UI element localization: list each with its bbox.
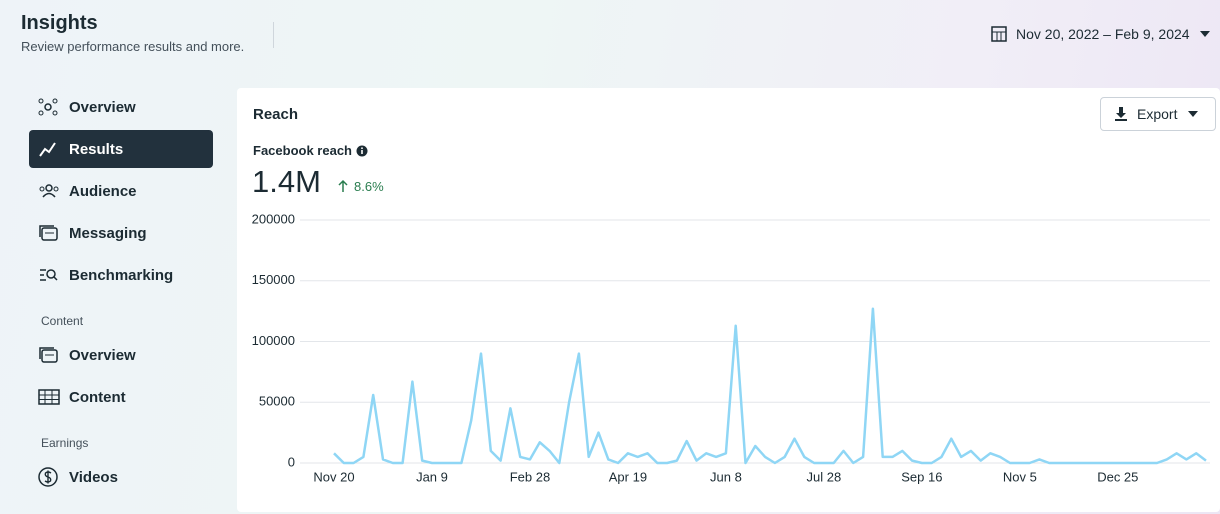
date-picker[interactable]: Nov 20, 2022 – Feb 9, 2024: [990, 24, 1216, 44]
nav-item[interactable]: Benchmarking: [29, 256, 213, 294]
metric-label: Facebook reach: [253, 143, 352, 158]
caret: [1199, 31, 1210, 37]
nav-label: Audience: [69, 182, 137, 200]
x-tick-label: Jun 8: [710, 469, 742, 484]
calendar-icon: [991, 26, 1007, 42]
card-title: Reach: [253, 106, 299, 123]
nav-item[interactable]: Messaging: [29, 214, 213, 252]
nav-label: Benchmarking: [69, 266, 174, 284]
y-tick-label: 200000: [252, 211, 295, 226]
nav-item[interactable]: Videos: [29, 458, 213, 496]
divider: [273, 22, 274, 48]
icon: [39, 225, 58, 241]
nav-item-selected[interactable]: Results: [29, 130, 213, 168]
y-tick-label: 50000: [259, 394, 295, 409]
y-tick-label: 0: [288, 454, 295, 469]
icon: [38, 98, 58, 116]
nav-label: Results: [69, 140, 124, 158]
section-title: Earnings: [41, 436, 89, 450]
export-label: Export: [1137, 106, 1178, 122]
caret: [1188, 111, 1199, 117]
nav-item[interactable]: Content: [29, 378, 213, 416]
icon: [40, 269, 58, 281]
download-icon: [1115, 107, 1127, 121]
icon: [39, 142, 56, 157]
x-tick-label: Jul 28: [807, 469, 842, 484]
up-arrow: [338, 179, 348, 192]
section-title: Content: [41, 314, 84, 328]
nav-item[interactable]: Audience: [29, 172, 213, 210]
nav-label: Overview: [69, 98, 136, 116]
icon: [38, 389, 60, 405]
metric-value: 1.4M: [252, 164, 321, 199]
export-button[interactable]: Export: [1100, 97, 1216, 131]
nav-label: Overview: [69, 346, 136, 364]
metric-change: 8.6%: [354, 179, 384, 194]
date-range: Nov 20, 2022 – Feb 9, 2024: [1016, 26, 1190, 42]
nav-item[interactable]: Overview: [29, 336, 213, 374]
icon: [38, 467, 58, 487]
nav-label: Messaging: [69, 224, 147, 242]
x-tick-label: Apr 19: [609, 469, 647, 484]
info-icon[interactable]: [356, 144, 370, 158]
nav-label: Content: [69, 388, 126, 406]
icon: [39, 347, 58, 363]
card: Reach Export Facebook reach 1.4M 8.6% 0 5…: [237, 88, 1220, 512]
x-tick-label: Feb 28: [510, 469, 550, 484]
reach-line: [333, 307, 1207, 465]
nav-item[interactable]: Overview: [29, 88, 213, 126]
page-subtitle: Review performance results and more.: [21, 39, 245, 54]
x-tick-label: Jan 9: [416, 469, 448, 484]
page-title: Insights: [21, 12, 98, 34]
x-tick-label: Nov 5: [1003, 469, 1037, 484]
chart: 0 50000 100000 150000 200000 Nov 20 Jan 9 Feb 2…: [252, 211, 1210, 484]
nav-label: Videos: [69, 468, 118, 486]
x-tick-label: Nov 20: [313, 469, 354, 484]
x-tick-label: Sep 16: [901, 469, 942, 484]
metric-label-row: Facebook reach: [253, 143, 370, 158]
y-tick-label: 150000: [252, 272, 295, 287]
icon: [39, 184, 59, 198]
y-tick-label: 100000: [252, 333, 295, 348]
x-tick-label: Dec 25: [1097, 469, 1138, 484]
